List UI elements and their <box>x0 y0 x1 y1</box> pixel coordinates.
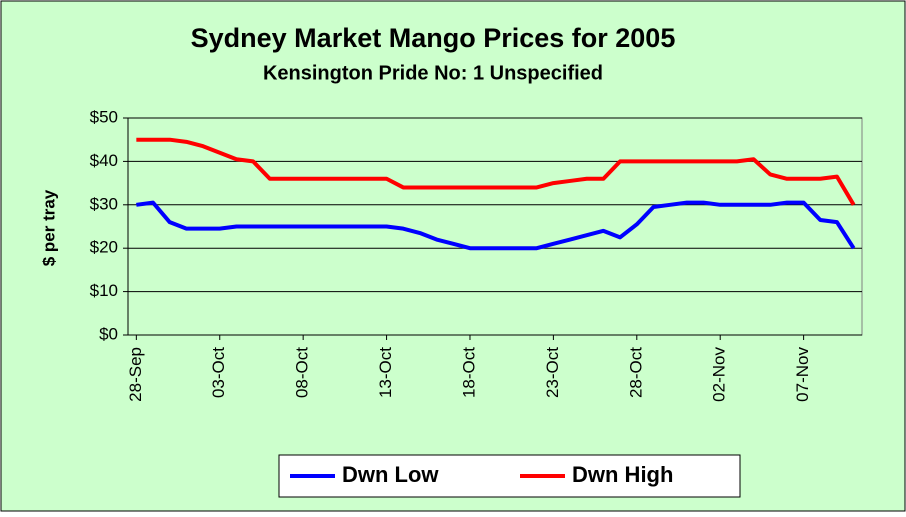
y-tick-label: $0 <box>99 324 118 343</box>
x-tick-label: 28-Oct <box>626 347 645 398</box>
x-tick-label: 08-Oct <box>293 347 312 398</box>
series-line <box>136 137 856 206</box>
y-tick-label: $20 <box>90 238 118 257</box>
legend-label: Dwn High <box>572 462 673 487</box>
chart-title: Sydney Market Mango Prices for 2005 <box>191 23 676 53</box>
legend <box>278 454 741 498</box>
x-tick-label: 03-Oct <box>209 347 228 398</box>
y-tick-label: $50 <box>90 107 118 126</box>
y-tick-label: $10 <box>90 281 118 300</box>
series-line <box>136 200 856 251</box>
x-tick-label: 13-Oct <box>376 347 395 398</box>
y-tick-label: $30 <box>90 194 118 213</box>
chart-subtitle: Kensington Pride No: 1 Unspecified <box>263 62 603 84</box>
x-tick-label: 28-Sep <box>126 347 145 402</box>
legend-label: Dwn Low <box>342 462 439 487</box>
x-tick-label: 07-Nov <box>793 347 812 402</box>
y-tick-label: $40 <box>90 151 118 170</box>
x-tick-label: 23-Oct <box>543 347 562 398</box>
y-axis-label: $ per tray <box>39 189 58 266</box>
x-tick-label: 02-Nov <box>710 347 729 402</box>
x-tick-label: 18-Oct <box>459 347 478 398</box>
